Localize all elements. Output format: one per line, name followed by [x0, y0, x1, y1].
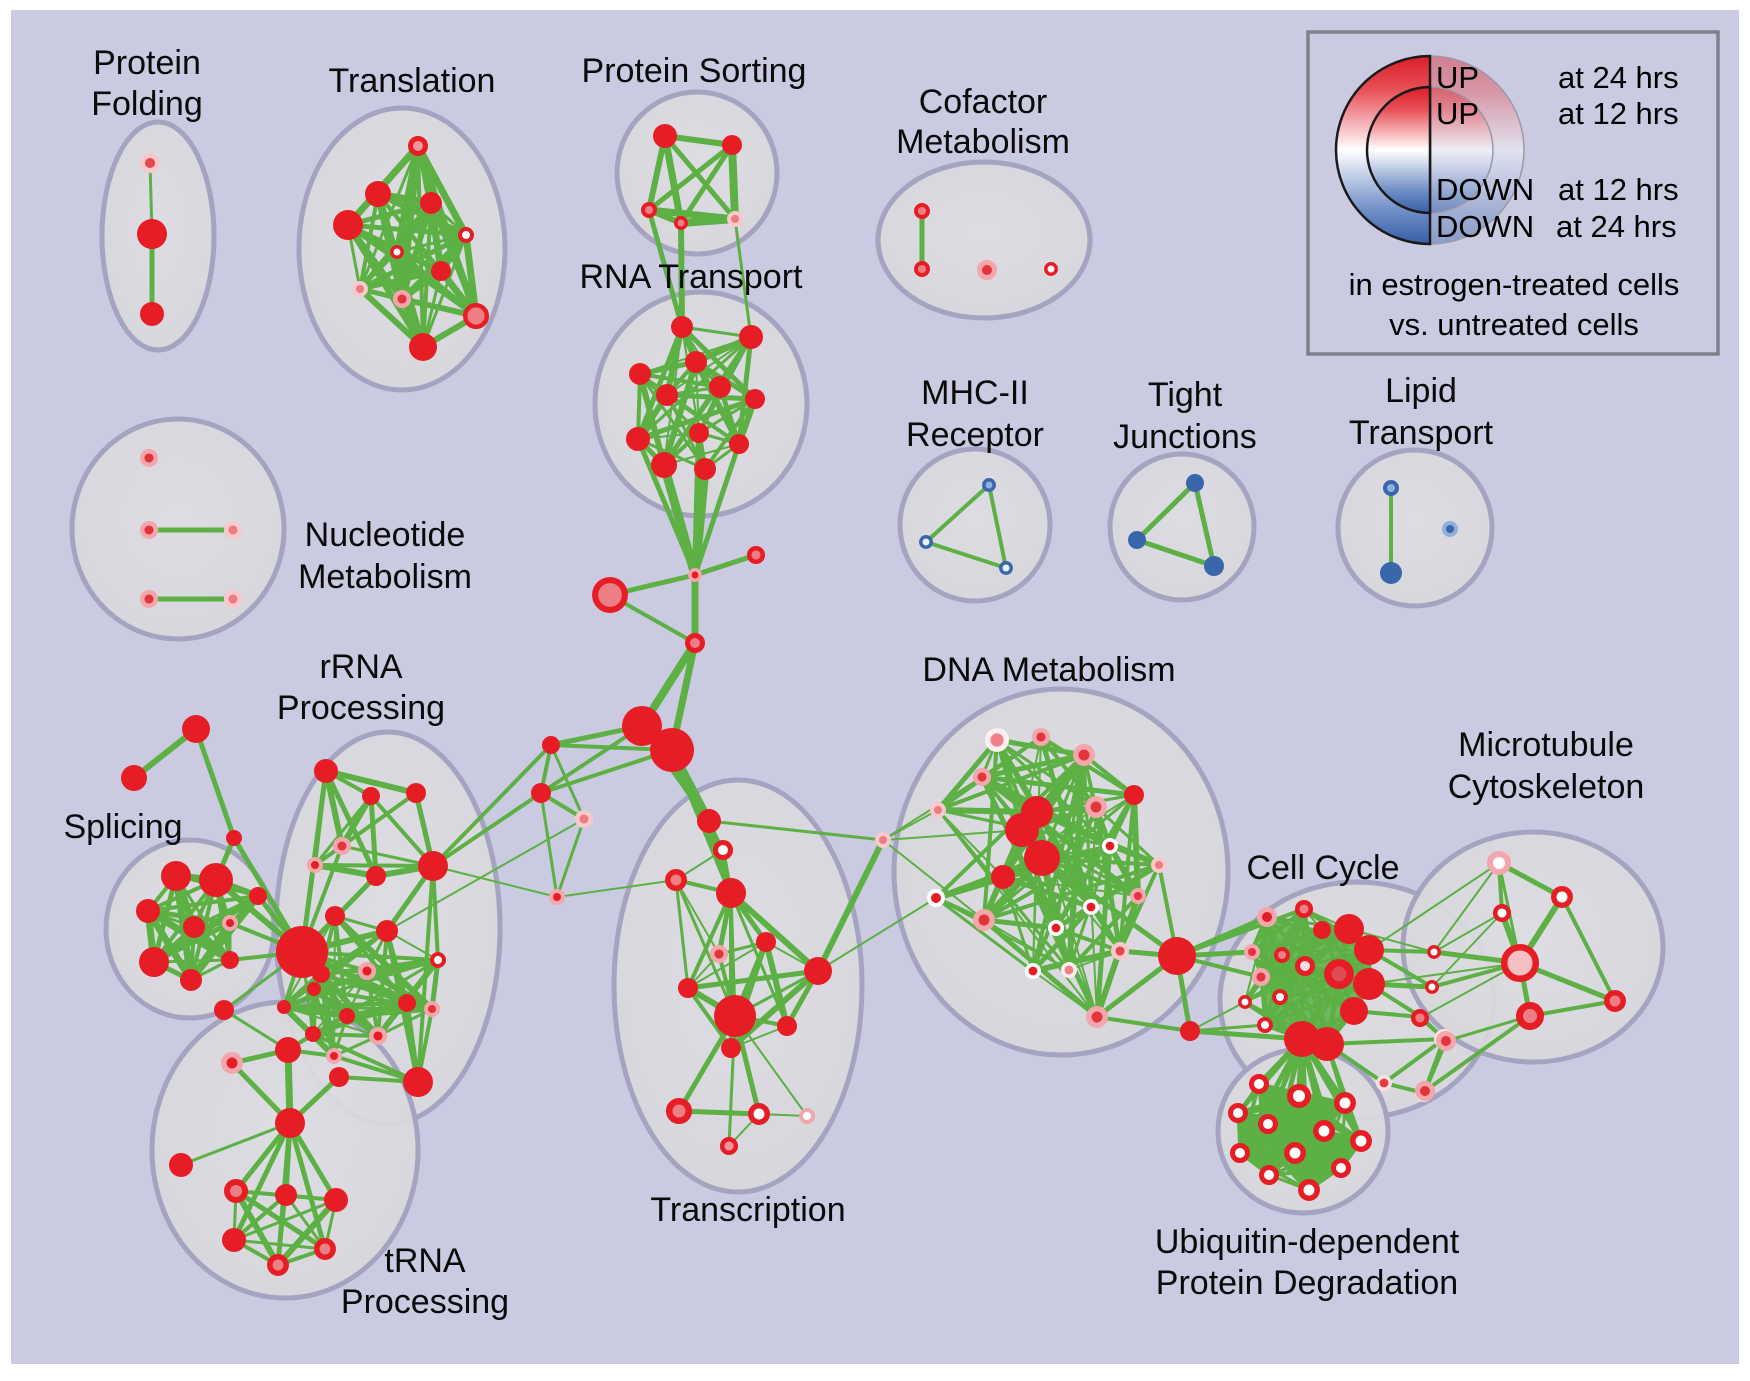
svg-text:Protein Degradation: Protein Degradation — [1156, 1264, 1458, 1302]
svg-text:Processing: Processing — [341, 1283, 509, 1321]
svg-text:Cell Cycle: Cell Cycle — [1246, 849, 1399, 887]
svg-text:at 24 hrs: at 24 hrs — [1556, 209, 1677, 244]
svg-text:UP: UP — [1436, 60, 1479, 95]
svg-text:DOWN: DOWN — [1436, 172, 1534, 207]
svg-text:Metabolism: Metabolism — [896, 123, 1070, 161]
svg-text:Metabolism: Metabolism — [298, 558, 472, 596]
svg-text:UP: UP — [1436, 96, 1479, 131]
svg-text:Tight: Tight — [1148, 376, 1223, 414]
svg-text:Protein: Protein — [93, 44, 201, 82]
svg-text:Splicing: Splicing — [63, 808, 182, 846]
svg-text:RNA Transport: RNA Transport — [580, 258, 804, 296]
svg-text:Folding: Folding — [91, 85, 203, 123]
svg-text:Transport: Transport — [1349, 414, 1494, 452]
svg-text:Processing: Processing — [277, 689, 445, 727]
svg-text:at 24 hrs: at 24 hrs — [1558, 60, 1679, 95]
svg-text:Lipid: Lipid — [1385, 372, 1457, 410]
svg-text:Protein Sorting: Protein Sorting — [582, 52, 807, 90]
svg-text:in estrogen-treated cells: in estrogen-treated cells — [1349, 267, 1680, 302]
svg-text:Cofactor: Cofactor — [919, 83, 1048, 121]
svg-text:Nucleotide: Nucleotide — [305, 516, 466, 554]
svg-text:rRNA: rRNA — [319, 648, 402, 686]
svg-text:vs. untreated cells: vs. untreated cells — [1389, 307, 1639, 342]
svg-text:at 12 hrs: at 12 hrs — [1558, 172, 1679, 207]
svg-text:Junctions: Junctions — [1113, 418, 1257, 456]
svg-text:DNA Metabolism: DNA Metabolism — [922, 651, 1175, 689]
svg-text:Translation: Translation — [329, 62, 496, 100]
svg-text:DOWN: DOWN — [1436, 209, 1534, 244]
svg-text:Receptor: Receptor — [906, 416, 1044, 454]
svg-text:Microtubule: Microtubule — [1458, 726, 1634, 764]
svg-text:at 12 hrs: at 12 hrs — [1558, 96, 1679, 131]
svg-text:Cytoskeleton: Cytoskeleton — [1448, 768, 1645, 806]
svg-text:tRNA: tRNA — [384, 1242, 466, 1280]
svg-text:Transcription: Transcription — [650, 1191, 845, 1229]
svg-text:Ubiquitin-dependent: Ubiquitin-dependent — [1155, 1223, 1460, 1261]
svg-text:MHC-II: MHC-II — [921, 374, 1029, 412]
